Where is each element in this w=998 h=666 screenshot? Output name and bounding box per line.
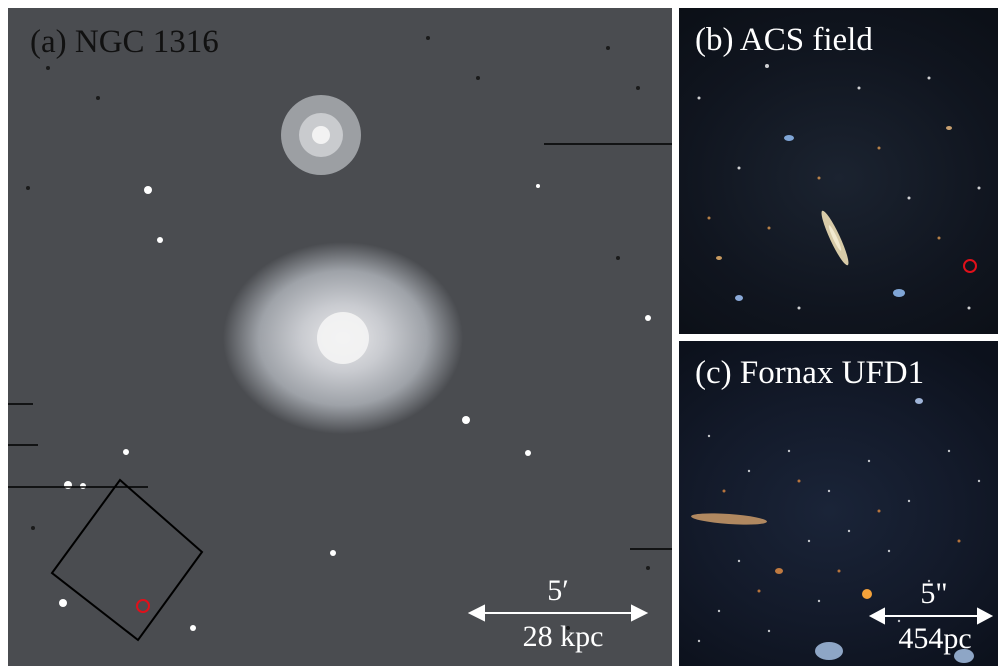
- ufd1-marker: [963, 259, 977, 273]
- acs-field-outline: [50, 478, 204, 642]
- scale-bar-arrow: [467, 604, 649, 622]
- panel-c-label: (c) Fornax UFD1: [695, 355, 925, 391]
- panel-a-overlay: [8, 36, 672, 642]
- bright-orange-star: [862, 589, 872, 599]
- panel-c-fornax-ufd1: (c) Fornax UFD1 5" 454pc: [679, 341, 998, 666]
- panel-a-ngc1316: (a) NGC 1316 5′ 28 kpc: [8, 8, 672, 666]
- panel-b-label: (b) ACS field: [695, 22, 873, 58]
- scale-bar-arrow: [868, 607, 994, 625]
- background-sources: [691, 398, 974, 663]
- ufd1-marker: [136, 599, 150, 613]
- scale-bar-angular-label: 5′: [547, 574, 569, 607]
- panel-b-acs-field: (b) ACS field: [679, 8, 998, 334]
- scale-bar-angular-label: 5": [920, 577, 948, 610]
- panel-b-overlay: [697, 64, 981, 310]
- panel-a-label: (a) NGC 1316: [30, 24, 219, 60]
- scale-bar-physical-label: 28 kpc: [522, 620, 604, 653]
- star-field: [59, 184, 651, 631]
- scale-bar-physical-label: 454pc: [898, 622, 972, 655]
- background-galaxies: [716, 126, 952, 301]
- ngc1316-core: [317, 312, 369, 364]
- panel-c-overlay: [691, 398, 994, 663]
